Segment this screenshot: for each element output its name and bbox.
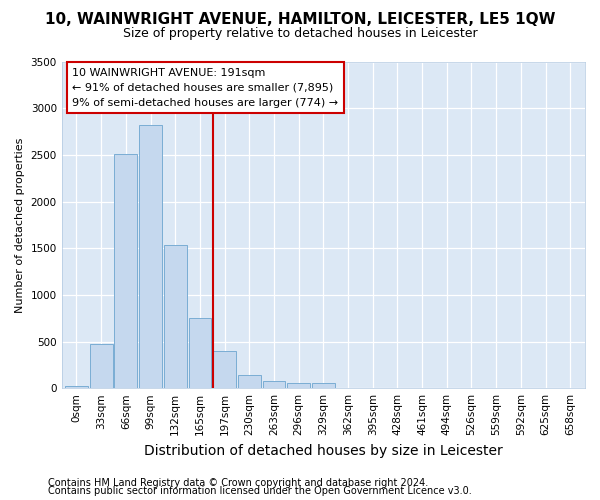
X-axis label: Distribution of detached houses by size in Leicester: Distribution of detached houses by size … — [144, 444, 503, 458]
Bar — [238, 375, 260, 388]
Y-axis label: Number of detached properties: Number of detached properties — [15, 137, 25, 312]
Bar — [164, 246, 187, 388]
Text: Size of property relative to detached houses in Leicester: Size of property relative to detached ho… — [122, 28, 478, 40]
Bar — [139, 125, 162, 388]
Bar — [65, 386, 88, 388]
Text: 10, WAINWRIGHT AVENUE, HAMILTON, LEICESTER, LE5 1QW: 10, WAINWRIGHT AVENUE, HAMILTON, LEICEST… — [45, 12, 555, 28]
Text: 10 WAINWRIGHT AVENUE: 191sqm
← 91% of detached houses are smaller (7,895)
9% of : 10 WAINWRIGHT AVENUE: 191sqm ← 91% of de… — [72, 68, 338, 108]
Text: Contains public sector information licensed under the Open Government Licence v3: Contains public sector information licen… — [48, 486, 472, 496]
Text: Contains HM Land Registry data © Crown copyright and database right 2024.: Contains HM Land Registry data © Crown c… — [48, 478, 428, 488]
Bar — [188, 318, 211, 388]
Bar — [263, 381, 286, 388]
Bar — [213, 352, 236, 388]
Bar — [90, 344, 113, 388]
Bar — [115, 154, 137, 388]
Bar — [287, 383, 310, 388]
Bar — [312, 383, 335, 388]
